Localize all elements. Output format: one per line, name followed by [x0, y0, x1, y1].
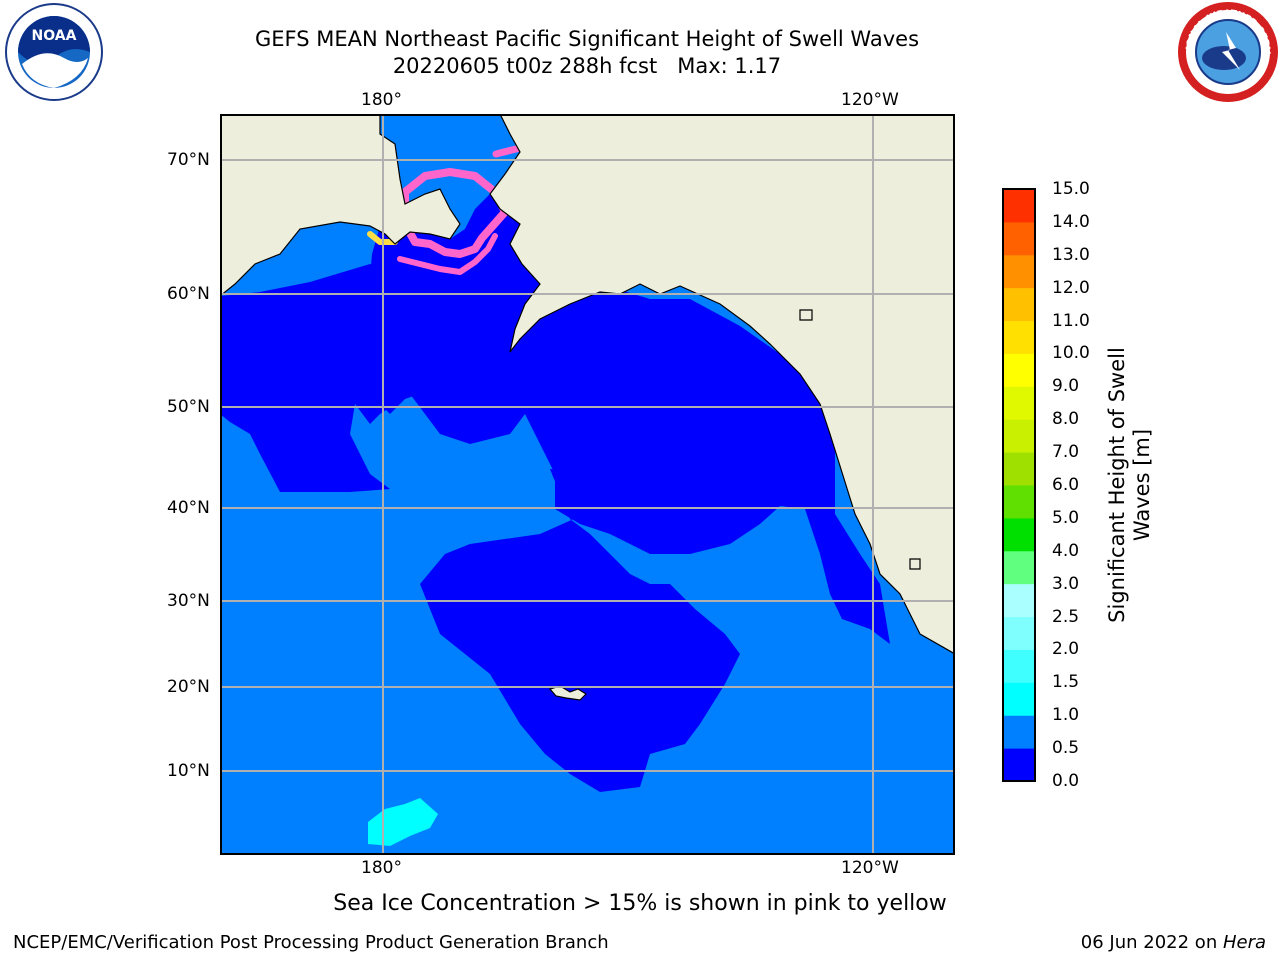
colorbar-tick-label: 6.0: [1052, 475, 1080, 495]
colorbar-segment: [1003, 550, 1035, 585]
lon-label-bottom-180: 180°: [361, 858, 402, 878]
lat-label-60n: 60°N: [167, 284, 210, 304]
colorbar-tick-label: 1.0: [1052, 705, 1080, 726]
colorbar-tick-label: 14.0: [1052, 211, 1090, 232]
footer-date-text: 06 Jun 2022 on: [1080, 932, 1223, 953]
noaa-logo: NOAA: [5, 3, 103, 101]
colorbar-segment: [1003, 616, 1035, 650]
swell-region-cyan: [368, 798, 438, 846]
colorbar-segment: [1003, 517, 1035, 552]
colorbar-segment: [1003, 452, 1035, 486]
lat-label-50n: 50°N: [167, 397, 210, 417]
nws-logo: NATIONAL WEATHER SERVICE: [1178, 2, 1278, 102]
plot-subtitle: 20220605 t00z 288h fcst Max: 1.17: [392, 54, 782, 78]
lon-label-top-120w: 120°W: [841, 90, 899, 110]
colorbar-tick-label: 15.0: [1052, 179, 1090, 199]
footer-date: 06 Jun 2022 on Hera: [1081, 932, 1266, 954]
colorbar-tick-label: 11.0: [1052, 310, 1090, 331]
footer-host: Hera: [1222, 932, 1266, 953]
colorbar-tick-label: 8.0: [1052, 409, 1080, 430]
colorbar-tick-label: 2.5: [1052, 606, 1080, 627]
lon-label-bottom-120w: 120°W: [841, 858, 899, 878]
colorbar-segment: [1003, 715, 1035, 749]
colorbar-tick-label: 0.5: [1052, 738, 1080, 759]
colorbar-tick-label: 13.0: [1052, 244, 1090, 265]
colorbar-segment: [1003, 649, 1035, 683]
colorbar-segment: [1003, 748, 1035, 782]
lat-label-20n: 20°N: [167, 677, 210, 697]
plot-title: GEFS MEAN Northeast Pacific Significant …: [254, 27, 920, 51]
colorbar-tick-label: 1.5: [1052, 672, 1080, 693]
noaa-logo-text: NOAA: [32, 28, 77, 44]
graticule: [220, 114, 955, 855]
colorbar-segment: [1003, 682, 1035, 716]
colorbar-segment: [1003, 583, 1035, 618]
colorbar-segment: [1003, 419, 1035, 453]
colorbar-segment: [1003, 287, 1035, 322]
colorbar-tick-label: 0.0: [1052, 771, 1080, 791]
colorbar-segment: [1003, 386, 1035, 420]
lat-label-30n: 30°N: [167, 591, 210, 611]
colorbar-segment: [1003, 189, 1035, 223]
colorbar-tick-label: 10.0: [1052, 343, 1090, 364]
colorbar-segment: [1003, 353, 1035, 387]
lat-label-70n: 70°N: [167, 150, 210, 170]
colorbar-tick-label: 12.0: [1052, 277, 1090, 298]
lat-label-10n: 10°N: [167, 761, 210, 781]
map-border: [220, 114, 955, 855]
swell-height-map: [220, 114, 955, 855]
colorbar-segment: [1003, 320, 1035, 354]
colorbar-tick-label: 4.0: [1052, 540, 1080, 561]
colorbar-tick-label: 3.0: [1052, 573, 1080, 594]
colorbar-tick-label: 5.0: [1052, 507, 1080, 528]
colorbar-tick-label: 9.0: [1052, 376, 1080, 397]
lon-label-top-180: 180°: [361, 90, 402, 110]
colorbar: [1002, 188, 1036, 782]
colorbar-tick-label: 7.0: [1052, 442, 1080, 463]
colorbar-title: Significant Height of Swell Waves [m]: [1105, 347, 1154, 623]
colorbar-segment: [1003, 485, 1035, 519]
colorbar-segment: [1003, 221, 1035, 256]
sea-ice-note: Sea Ice Concentration > 15% is shown in …: [333, 891, 947, 916]
bering-sea: [360, 194, 540, 414]
lat-label-40n: 40°N: [167, 498, 210, 518]
footer-branch: NCEP/EMC/Verification Post Processing Pr…: [13, 932, 609, 953]
colorbar-segment: [1003, 254, 1035, 289]
colorbar-tick-label: 2.0: [1052, 639, 1080, 660]
